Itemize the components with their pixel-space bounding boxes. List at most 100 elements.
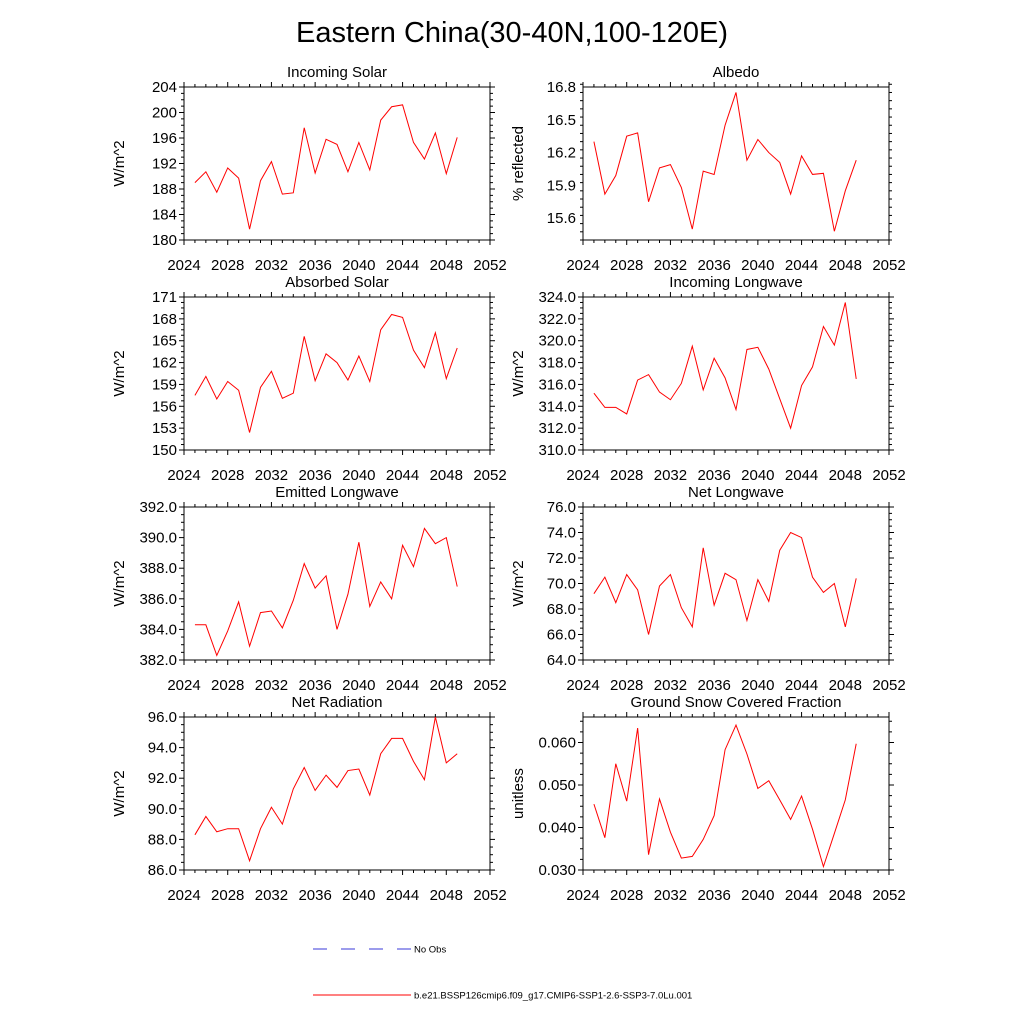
x-tick-label: 2040 [342, 887, 375, 904]
x-tick-label: 2036 [697, 257, 730, 274]
x-tick-label: 2052 [473, 677, 506, 694]
y-tick-label: 66.0 [547, 627, 576, 644]
y-tick-label: 180 [152, 232, 177, 249]
y-tick-label: 171 [152, 289, 177, 306]
x-tick-label: 2024 [167, 887, 200, 904]
y-tick-label: 153 [152, 420, 177, 437]
series-line [194, 104, 458, 230]
y-tick-label: 310.0 [538, 442, 576, 459]
y-tick-label: 0.030 [538, 862, 576, 879]
y-tick-label: 94.0 [148, 740, 177, 757]
x-tick-label: 2036 [697, 467, 730, 484]
x-tick-label: 2052 [872, 467, 905, 484]
legend-obs-label: No Obs [414, 945, 446, 956]
y-tick-label: 16.5 [547, 112, 576, 129]
y-tick-label: 0.060 [538, 735, 576, 752]
x-tick-label: 2032 [654, 257, 687, 274]
y-tick-label: 70.0 [547, 576, 576, 593]
x-tick-label: 2044 [785, 467, 818, 484]
panel-title: Net Radiation [292, 694, 383, 711]
panel-title: Incoming Solar [287, 64, 387, 81]
y-axis-label: W/m^2 [111, 140, 128, 186]
x-tick-label: 2024 [566, 677, 599, 694]
x-tick-label: 2024 [167, 257, 200, 274]
plot-frame [183, 716, 491, 871]
y-tick-label: 16.2 [547, 145, 576, 162]
x-tick-label: 2036 [298, 677, 331, 694]
y-tick-label: 168 [152, 311, 177, 328]
y-tick-label: 386.0 [139, 591, 177, 608]
x-tick-label: 2048 [829, 887, 862, 904]
y-axis-label: W/m^2 [111, 560, 128, 606]
x-tick-label: 2032 [654, 887, 687, 904]
y-tick-label: 318.0 [538, 355, 576, 372]
x-tick-label: 2052 [872, 887, 905, 904]
y-tick-label: 192 [152, 156, 177, 173]
series-line [593, 531, 857, 635]
x-tick-label: 2032 [654, 467, 687, 484]
plot-frame [183, 506, 491, 661]
y-axis-label: W/m^2 [111, 770, 128, 816]
y-tick-label: 92.0 [148, 770, 177, 787]
x-tick-label: 2052 [473, 257, 506, 274]
y-tick-label: 322.0 [538, 311, 576, 328]
x-tick-label: 2044 [785, 677, 818, 694]
x-tick-label: 2040 [741, 257, 774, 274]
plot-frame [582, 296, 890, 451]
x-tick-label: 2052 [473, 467, 506, 484]
x-tick-label: 2040 [342, 467, 375, 484]
x-tick-label: 2044 [785, 257, 818, 274]
plot-frame [183, 86, 491, 241]
x-tick-label: 2028 [610, 467, 643, 484]
x-tick-label: 2044 [386, 677, 419, 694]
panel-absorbed-solar: Absorbed Solar 2024 2028 2032 2036 2040 2044 20… [111, 274, 507, 484]
x-tick-label: 2048 [829, 467, 862, 484]
x-tick-label: 2048 [430, 257, 463, 274]
y-tick-label: 74.0 [547, 525, 576, 542]
plot-frame [183, 296, 491, 451]
x-tick-label: 2036 [298, 467, 331, 484]
series-line [593, 723, 857, 869]
series-line [593, 302, 857, 430]
panel-incoming-solar: Incoming Solar 2024 2028 2032 2036 2040 2044 20… [111, 64, 507, 274]
x-tick-label: 2044 [386, 257, 419, 274]
panel-net-longwave: Net Longwave 2024 2028 2032 2036 2040 2044 2048… [510, 484, 906, 694]
y-tick-label: 159 [152, 376, 177, 393]
x-tick-label: 2024 [566, 887, 599, 904]
y-tick-label: 320.0 [538, 333, 576, 350]
y-tick-label: 184 [152, 207, 177, 224]
y-tick-label: 150 [152, 442, 177, 459]
y-tick-label: 96.0 [148, 709, 177, 726]
y-tick-label: 162 [152, 355, 177, 372]
x-tick-label: 2036 [298, 257, 331, 274]
y-tick-label: 204 [152, 79, 177, 96]
panel-albedo: Albedo 2024 2028 2032 2036 2040 2044 2048 2052 15… [510, 64, 906, 274]
plot-frame [582, 86, 890, 241]
series-line [194, 313, 458, 433]
y-tick-label: 392.0 [139, 499, 177, 516]
y-tick-label: 165 [152, 333, 177, 350]
x-tick-label: 2028 [610, 887, 643, 904]
y-tick-label: 312.0 [538, 420, 576, 437]
x-tick-label: 2032 [255, 467, 288, 484]
y-tick-label: 64.0 [547, 652, 576, 669]
x-tick-label: 2040 [342, 677, 375, 694]
panel-title: Ground Snow Covered Fraction [631, 694, 842, 711]
x-tick-label: 2048 [829, 677, 862, 694]
x-tick-label: 2024 [566, 467, 599, 484]
panel-title: Absorbed Solar [285, 274, 388, 291]
x-tick-label: 2048 [430, 677, 463, 694]
figure-title: Eastern China(30-40N,100-120E) [296, 17, 728, 49]
y-tick-label: 156 [152, 398, 177, 415]
y-tick-label: 72.0 [547, 550, 576, 567]
x-tick-label: 2044 [785, 887, 818, 904]
panel-ground-snow-covered-fraction: Ground Snow Covered Fraction 2024 2028 2032… [510, 694, 906, 904]
y-tick-label: 316.0 [538, 376, 576, 393]
x-tick-label: 2028 [211, 467, 244, 484]
y-axis-label: W/m^2 [111, 350, 128, 396]
y-tick-label: 384.0 [139, 621, 177, 638]
y-tick-label: 0.050 [538, 777, 576, 794]
y-axis-label: W/m^2 [510, 560, 527, 606]
panel-title: Emitted Longwave [275, 484, 398, 501]
